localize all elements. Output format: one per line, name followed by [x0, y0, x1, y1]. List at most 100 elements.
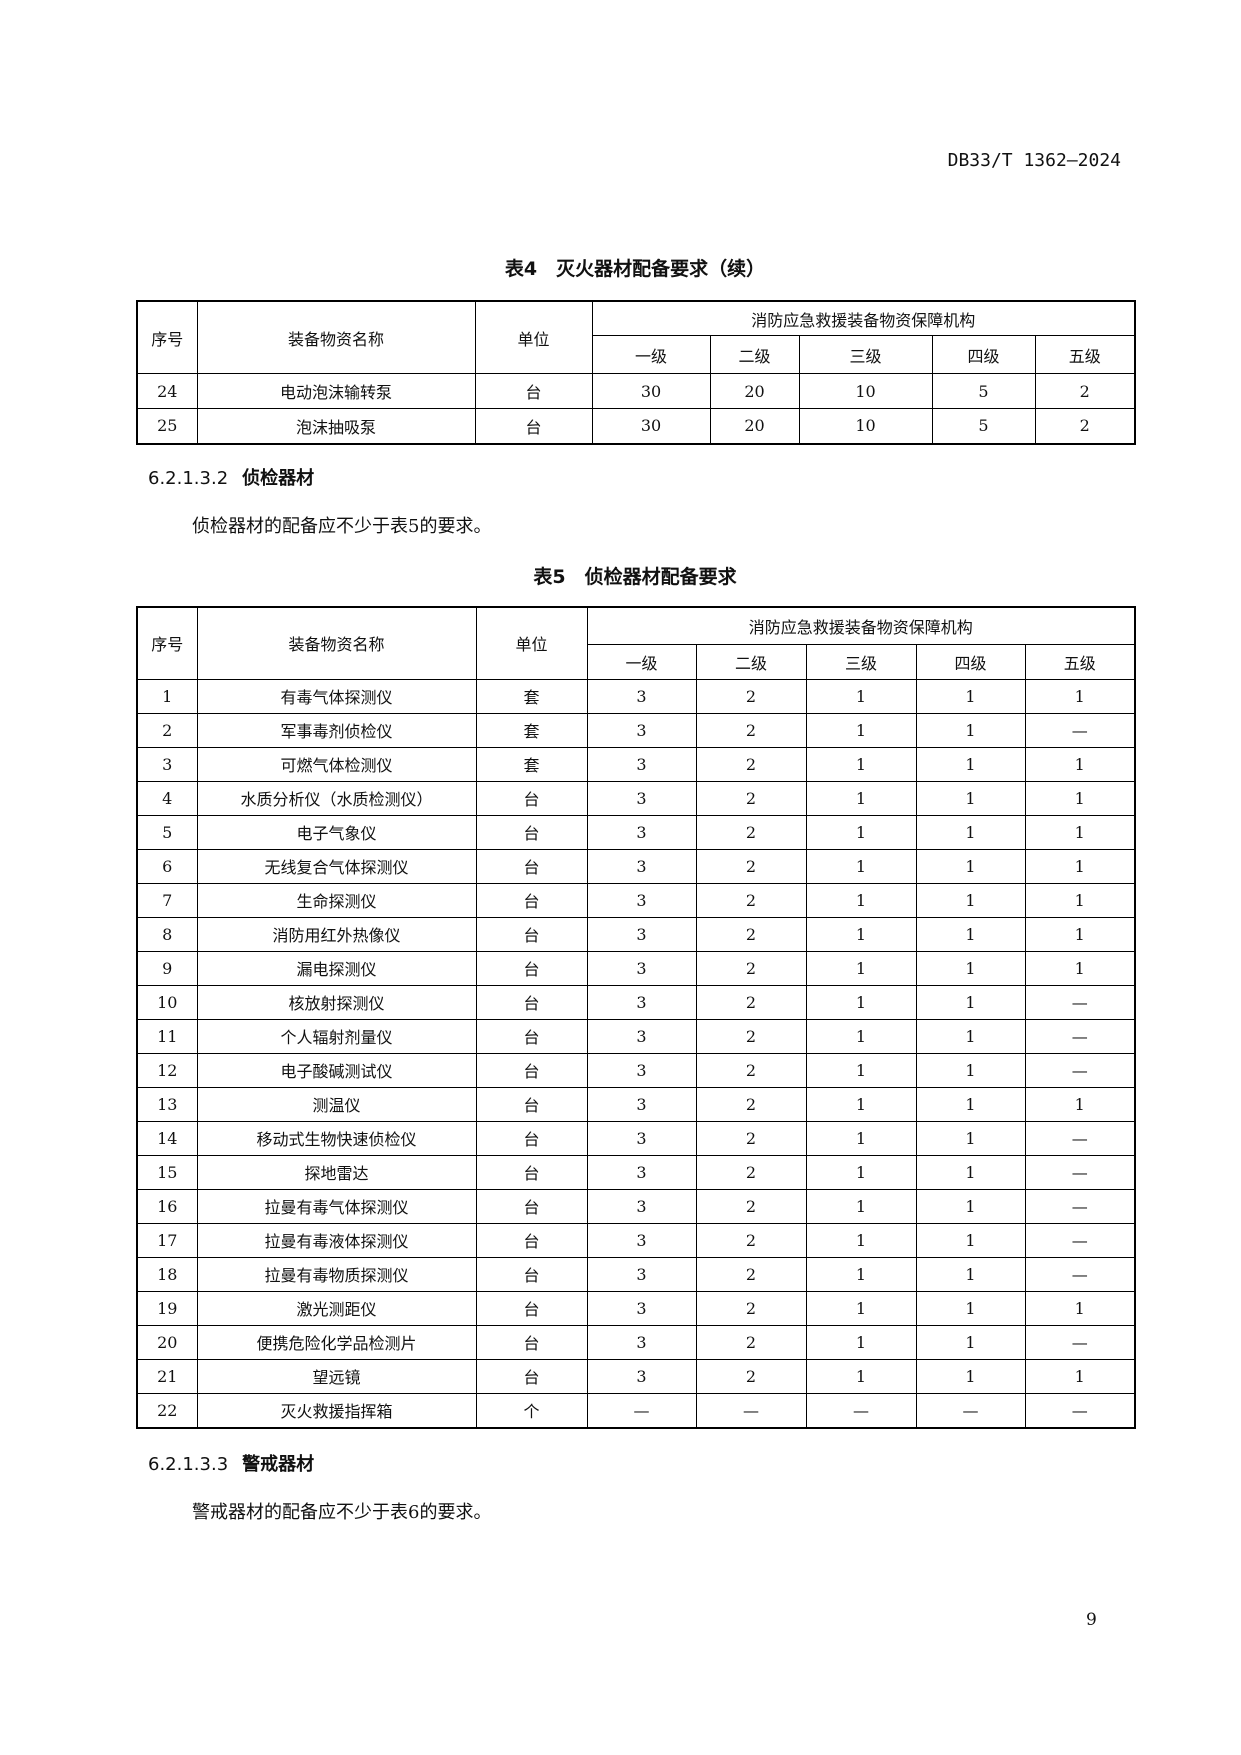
table-cell: 8	[136, 916, 198, 952]
table-cell: 拉曼有毒气体探测仪	[196, 1188, 477, 1224]
table-cell: 3	[586, 746, 697, 782]
table-cell: 探地雷达	[196, 1154, 477, 1190]
table-row: 8 消防用红外热像仪台 3 2 1 1 1	[136, 916, 1136, 952]
paragraph: 警戒器材的配备应不少于表6的要求。	[192, 1502, 492, 1523]
table-cell: 6	[136, 848, 198, 884]
table-cell: 2	[695, 950, 807, 986]
table-cell: 电子酸碱测试仪	[196, 1052, 477, 1088]
table-row: 20 便携危险化学品检测片台 3 2 1 1—	[136, 1324, 1136, 1360]
table-cell: 3	[586, 1154, 697, 1190]
table-cell: 套	[475, 678, 588, 714]
table-row: 6 无线复合气体探测仪台 3 2 1 1 1	[136, 848, 1136, 884]
table-cell: 拉曼有毒物质探测仪	[196, 1256, 477, 1292]
table-cell: 1	[805, 712, 917, 748]
table-cell: 生命探测仪	[196, 882, 477, 918]
table-cell: 核放射探测仪	[196, 984, 477, 1020]
table-row: 1 有毒气体探测仪套 3 2 1 1 1	[136, 678, 1136, 714]
table-cell: 军事毒剂侦检仪	[196, 712, 477, 748]
table-cell: 3	[586, 916, 697, 952]
table-row: 22 灭火救援指挥箱个 — — — — —	[136, 1392, 1136, 1428]
table-cell: 台	[475, 848, 588, 884]
table-cell: 3	[586, 780, 697, 816]
table-cell: 1	[915, 1018, 1026, 1054]
table-cell: 1	[915, 1222, 1026, 1258]
table-cell: 1	[915, 1256, 1026, 1292]
table4: 序号 装备物资名称 单位 消防应急救援装备物资保障机构 一级 二级 三级 四级 …	[136, 300, 1137, 445]
table-cell: 1	[1024, 848, 1136, 884]
table-cell: —	[695, 1392, 807, 1428]
header-name: 装备物资名称	[196, 606, 477, 680]
table-cell: 台	[475, 1052, 588, 1088]
table-cell: 便携危险化学品检测片	[196, 1324, 477, 1360]
table-cell: 2	[695, 814, 807, 850]
table-cell: 4	[136, 780, 198, 816]
table-cell: 3	[586, 712, 697, 748]
table-cell: 台	[475, 814, 588, 850]
table-cell: 台	[475, 950, 588, 986]
table-cell: 2	[695, 1324, 807, 1360]
table-cell: 有毒气体探测仪	[196, 678, 477, 714]
table-cell: 25	[136, 408, 198, 444]
table-cell: 1	[1024, 882, 1136, 918]
table-cell: 套	[475, 746, 588, 782]
table-cell: 1	[805, 1086, 917, 1122]
header-no: 序号	[136, 606, 198, 680]
table-cell: 台	[475, 780, 588, 816]
header-group: 消防应急救援装备物资保障机构	[586, 606, 1136, 645]
table-cell: 17	[136, 1222, 198, 1258]
header-level: 一级	[591, 335, 711, 374]
table-cell: 3	[586, 678, 697, 714]
table-cell: —	[1024, 1392, 1136, 1428]
table-cell: 1	[915, 916, 1026, 952]
header-level: 三级	[798, 335, 933, 374]
table-row: 17 拉曼有毒液体探测仪台 3 2 1 1—	[136, 1222, 1136, 1258]
table-row: 9 漏电探测仪台 3 2 1 1 1	[136, 950, 1136, 986]
table-cell: 1	[915, 1120, 1026, 1156]
table-cell: 1	[1024, 814, 1136, 850]
table-cell: 30	[591, 373, 711, 409]
table-cell: 台	[475, 1018, 588, 1054]
table-cell: 1	[1024, 1086, 1136, 1122]
table-cell: 台	[475, 882, 588, 918]
table-cell: 灭火救援指挥箱	[196, 1392, 477, 1428]
table-cell: 11	[136, 1018, 198, 1054]
table-cell: 1	[805, 1052, 917, 1088]
table-cell: 1	[805, 1290, 917, 1326]
section-heading: 6.2.1.3.2 侦检器材	[148, 464, 314, 490]
table-cell: 2	[695, 1052, 807, 1088]
table-cell: 1	[915, 712, 1026, 748]
table-cell: 台	[475, 1120, 588, 1156]
table-cell: 2	[1034, 408, 1136, 444]
table-cell: 2	[695, 1120, 807, 1156]
table-cell: 3	[136, 746, 198, 782]
table-cell: 1	[915, 678, 1026, 714]
table-cell: —	[1024, 1324, 1136, 1360]
table-cell: 1	[915, 1290, 1026, 1326]
table-cell: 1	[805, 950, 917, 986]
table-cell: 台	[475, 916, 588, 952]
table-cell: 2	[695, 1154, 807, 1190]
table-cell: —	[1024, 1188, 1136, 1224]
table-cell: 12	[136, 1052, 198, 1088]
table-cell: 拉曼有毒液体探测仪	[196, 1222, 477, 1258]
table-cell: —	[1024, 1222, 1136, 1258]
table-cell: 1	[805, 882, 917, 918]
table-cell: —	[805, 1392, 917, 1428]
table-cell: 无线复合气体探测仪	[196, 848, 477, 884]
table-cell: 1	[1024, 780, 1136, 816]
page-number: 9	[1086, 1610, 1097, 1630]
table-cell: 3	[586, 1358, 697, 1394]
table-cell: —	[1024, 1018, 1136, 1054]
table-cell: 21	[136, 1358, 198, 1394]
table-cell: 15	[136, 1154, 198, 1190]
header-no: 序号	[136, 300, 198, 374]
table-cell: 30	[591, 408, 711, 444]
table-cell: —	[1024, 1120, 1136, 1156]
table-cell: 10	[798, 408, 933, 444]
table-cell: 3	[586, 1052, 697, 1088]
table-cell: 7	[136, 882, 198, 918]
table-cell: 2	[695, 984, 807, 1020]
table5: 序号 装备物资名称 单位 消防应急救援装备物资保障机构 一级 二级 三级 四级 …	[136, 606, 1137, 1429]
table-cell: 1	[915, 848, 1026, 884]
table-cell: 望远镜	[196, 1358, 477, 1394]
